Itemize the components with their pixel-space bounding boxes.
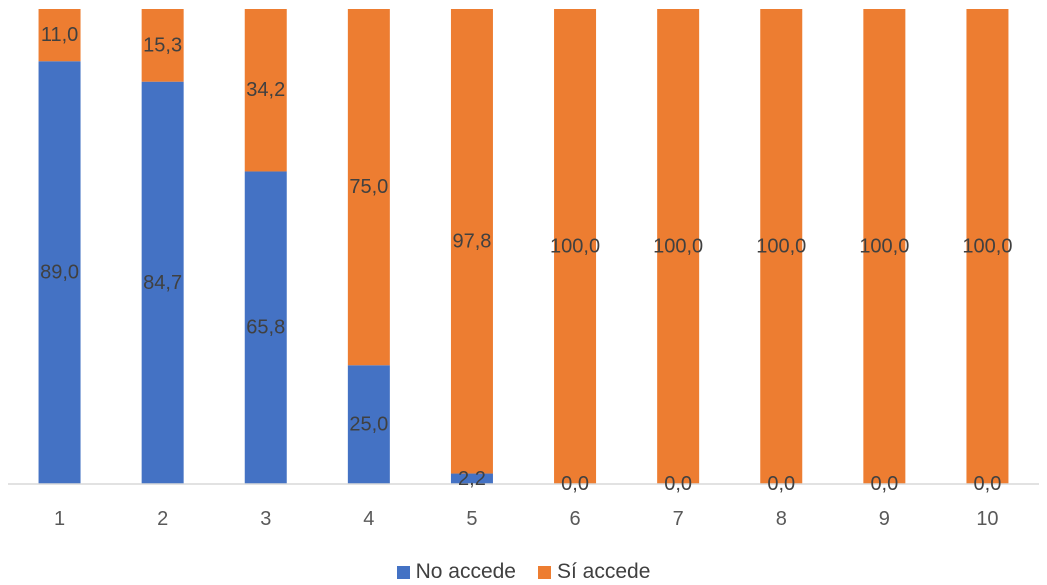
bar-no-accede-3 xyxy=(244,171,287,484)
x-tick-label-8: 8 xyxy=(776,508,787,530)
bar-si-accede-9 xyxy=(863,9,906,484)
data-label-si-accede-3: 34,2 xyxy=(246,79,285,101)
bar-no-accede-5 xyxy=(450,473,493,484)
legend-item-no-accede: No accede xyxy=(396,560,516,584)
data-label-si-accede-2: 15,3 xyxy=(143,34,182,56)
data-label-si-accede-9: 100,0 xyxy=(859,236,909,258)
x-tick-label-1: 1 xyxy=(54,508,65,530)
legend-label-no-accede: No accede xyxy=(415,560,516,583)
legend: No accede Sí accede xyxy=(0,560,1047,584)
x-tick-label-9: 9 xyxy=(879,508,890,530)
bar-si-accede-5 xyxy=(450,9,493,474)
bar-no-accede-4 xyxy=(347,365,390,484)
data-label-no-accede-10: 0,0 xyxy=(974,473,1002,495)
data-label-si-accede-8: 100,0 xyxy=(756,236,806,258)
data-label-no-accede-6: 0,0 xyxy=(561,473,589,495)
x-tick-label-5: 5 xyxy=(466,508,477,530)
legend-label-si-accede: Sí accede xyxy=(557,560,651,583)
x-tick-label-4: 4 xyxy=(363,508,374,530)
data-label-si-accede-6: 100,0 xyxy=(550,236,600,258)
data-label-si-accede-5: 97,8 xyxy=(452,230,491,252)
legend-swatch-no-accede xyxy=(396,565,410,579)
x-tick-label-10: 10 xyxy=(976,508,998,530)
x-tick-labels: 1 2 3 4 5 6 7 8 9 10 xyxy=(54,508,999,530)
x-tick-label-3: 3 xyxy=(260,508,271,530)
data-label-no-accede-2: 84,7 xyxy=(143,272,182,294)
data-label-si-accede-7: 100,0 xyxy=(653,236,703,258)
x-tick-label-7: 7 xyxy=(673,508,684,530)
bar-si-accede-1 xyxy=(38,9,81,62)
bars-layer xyxy=(38,9,1009,485)
legend-swatch-si-accede xyxy=(538,565,551,579)
stacked-bar-chart: 1 2 3 4 5 6 7 8 9 10 89,0 11,0 84,7 15,3 65,8 34,2 25,0… xyxy=(8,9,1039,530)
data-label-no-accede-4: 25,0 xyxy=(349,414,388,436)
data-labels: 89,0 11,0 84,7 15,3 65,8 34,2 25,0 75,0 2,2 97,8 0… xyxy=(40,24,1012,495)
data-label-si-accede-4: 75,0 xyxy=(349,176,388,198)
bar-si-accede-6 xyxy=(554,9,597,484)
data-label-no-accede-3: 65,8 xyxy=(246,317,285,339)
bar-no-accede-1 xyxy=(38,61,81,484)
x-tick-label-6: 6 xyxy=(569,508,580,530)
data-label-no-accede-1: 89,0 xyxy=(40,262,79,284)
bar-si-accede-2 xyxy=(141,9,184,82)
bar-si-accede-4 xyxy=(347,9,390,366)
legend-item-si-accede: Sí accede xyxy=(538,560,650,584)
data-label-si-accede-10: 100,0 xyxy=(962,236,1012,258)
data-label-no-accede-7: 0,0 xyxy=(664,473,692,495)
x-tick-label-2: 2 xyxy=(157,508,168,530)
data-label-no-accede-9: 0,0 xyxy=(870,473,898,495)
bar-si-accede-3 xyxy=(244,9,287,172)
data-label-no-accede-8: 0,0 xyxy=(767,473,795,495)
bar-si-accede-8 xyxy=(760,9,803,484)
bar-si-accede-10 xyxy=(966,9,1009,484)
data-label-no-accede-5: 2,2 xyxy=(458,468,486,490)
bar-no-accede-2 xyxy=(141,81,184,485)
bar-si-accede-7 xyxy=(657,9,700,484)
data-label-si-accede-1: 11,0 xyxy=(41,24,78,46)
